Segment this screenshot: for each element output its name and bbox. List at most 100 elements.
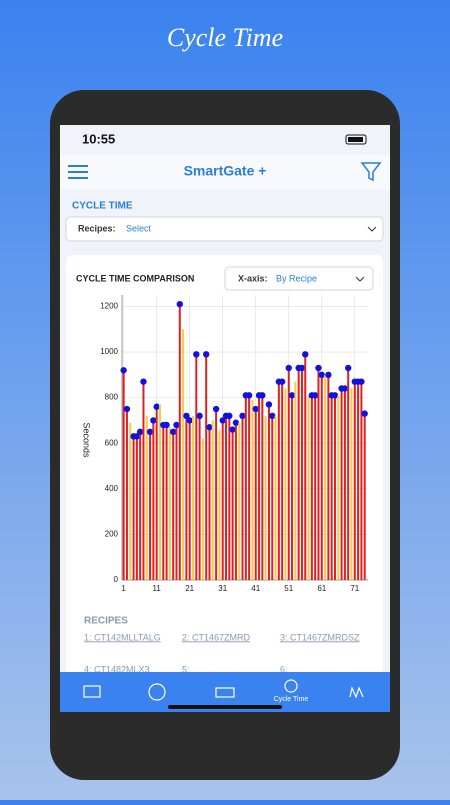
menu-icon[interactable] [68,165,88,179]
bar-dot [146,428,154,436]
bar [300,367,303,580]
bar [142,381,145,580]
bar-dot [302,351,309,358]
bar [139,431,142,580]
bar [350,388,353,580]
nav-icon-dashboard[interactable] [83,685,101,698]
bar [225,415,228,580]
bar-dot [239,412,246,420]
y-tick-label: 0 [114,575,119,584]
y-tick-label: 600 [105,438,119,447]
chevron [355,276,365,282]
bar-dot [259,392,266,399]
nav-icon-tools[interactable] [349,686,364,699]
recipe-link[interactable]: 2: CT1467ZMRD [182,632,251,642]
recipe-link[interactable]: 3: CT1467ZMRDSZ [280,632,360,642]
bar [254,409,257,580]
bar [244,395,247,580]
recipe-link[interactable]: 5: [182,664,190,674]
bar [158,404,161,580]
bar [215,409,218,580]
bar [208,427,211,580]
status-time: 10:55 [82,131,115,146]
chevron [367,226,377,232]
bar [155,406,158,580]
battery [345,134,367,145]
bar [284,388,287,580]
bar [347,367,350,580]
bar [228,415,231,580]
bar-dot [183,412,190,420]
bar [360,381,363,580]
bar [271,415,274,580]
bar [198,415,201,580]
bar [145,415,148,580]
recipe-link[interactable]: 4: CT1482MLX3 [84,664,150,674]
xaxis-select-value: By Recipe [276,273,317,283]
bar-dot [203,351,210,358]
bar [264,415,267,580]
bar [152,420,155,580]
bar [343,388,346,580]
bar [324,374,327,580]
recipe-link[interactable]: 6: [280,664,288,674]
bar [182,329,185,580]
bar [238,422,241,580]
nav-icon-cycle-time[interactable] [284,679,298,693]
section-title: CYCLE TIME [72,201,133,212]
bar [340,388,343,580]
bar-dot [212,405,220,413]
x-tick-label: 51 [284,584,293,593]
recipes-heading: RECIPES [84,616,128,627]
chart-card [66,255,383,675]
bar-dot [140,378,147,385]
bar-dot [252,405,259,413]
bar [248,395,251,580]
bar [172,431,175,580]
bar [195,354,198,580]
bar [297,367,300,580]
bar [135,436,138,580]
bar-dot [361,410,368,417]
bar [267,404,270,580]
bar [274,415,277,580]
bar-dot [245,392,253,399]
bar [337,395,340,580]
x-tick-label: 71 [350,584,359,593]
bar [162,424,165,580]
bar-dot [206,424,213,431]
bar [353,381,356,580]
bar [307,395,310,580]
bar [185,415,188,580]
bar [234,422,237,580]
filter-icon[interactable] [360,162,382,182]
xaxis-select[interactable] [224,266,374,291]
bar-dot [229,426,236,433]
recipe-link[interactable]: 1: CT142MLLTALG [84,632,161,642]
nav-label: Cycle Time [274,696,309,703]
bar-dot [358,378,365,385]
bar [287,367,290,580]
recipes-select-label: Recipes: [78,223,116,233]
bar-dot [269,412,276,420]
recipes-select[interactable] [65,216,384,242]
x-tick-label: 61 [317,584,326,593]
bar [314,395,317,580]
x-tick-label: 1 [121,584,126,593]
bar-dot [331,392,339,399]
x-tick-label: 41 [251,584,260,593]
battery-level [348,137,363,142]
nav-icon-machine[interactable] [215,687,235,698]
bar-dot [341,385,349,392]
bar [191,415,194,580]
bar-dot [173,421,180,429]
bar [258,395,261,580]
bar [205,354,208,580]
nav-icon-gauge[interactable] [148,683,166,701]
bar [175,424,178,580]
bar-dot [265,401,273,408]
chart-title: CYCLE TIME COMPARISON [76,273,194,283]
bar [261,395,264,580]
bar [168,427,171,580]
